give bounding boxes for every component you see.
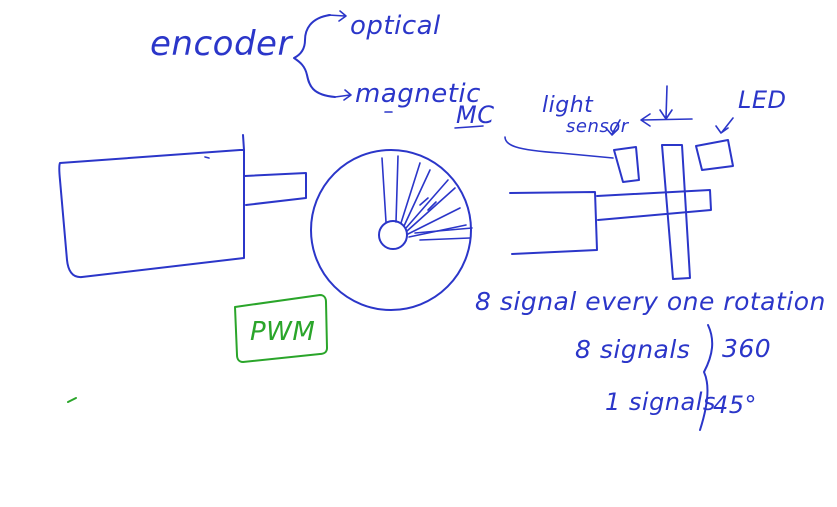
forty-five-label: 45° xyxy=(713,391,757,419)
disk-slot-5 xyxy=(414,227,473,241)
motor-body-edge xyxy=(242,134,245,151)
ratio-divider xyxy=(699,324,714,431)
brace-stroke xyxy=(293,14,336,98)
green-mark xyxy=(67,397,77,403)
one-signal-label: 1 signals xyxy=(605,388,716,416)
mc-label: MC xyxy=(456,101,494,129)
motor-mark xyxy=(204,156,210,159)
led-pointer-arrow-icon xyxy=(715,117,734,134)
arrow-to-optical xyxy=(327,10,347,22)
light-sensor-label-line1: light xyxy=(542,93,594,118)
disk-slot-2 xyxy=(400,162,431,227)
motor-body xyxy=(58,149,245,279)
right-shaft xyxy=(596,189,712,221)
disk-slot-hatch xyxy=(419,197,437,211)
encoder-label: encoder xyxy=(150,24,293,64)
disk-slot-1 xyxy=(381,155,399,223)
disk-hub xyxy=(378,220,408,250)
three-sixty-label: 360 xyxy=(722,334,771,363)
leftward-arrow-icon xyxy=(640,113,693,127)
pwm-label: PWM xyxy=(250,317,315,347)
pwm-box xyxy=(234,294,328,363)
optical-label: optical xyxy=(350,11,441,41)
sensor-pointer-arrow-icon xyxy=(605,119,621,136)
motor-shaft xyxy=(244,172,307,206)
downward-arrow-icon xyxy=(659,85,673,120)
disk-slot-3 xyxy=(405,179,456,232)
arrow-to-magnetic xyxy=(334,89,352,101)
eight-signals-label: 8 signals xyxy=(575,335,690,364)
light-sensor-label-line2: sensor xyxy=(566,116,630,137)
right-shaft-housing xyxy=(509,191,598,255)
magnetic-label: magnetic xyxy=(355,79,481,109)
led-block xyxy=(695,139,734,171)
light-sensor-block xyxy=(613,146,640,183)
signal-every-rotation-label: 8 signal every one rotation xyxy=(475,287,826,316)
mc-wire xyxy=(504,136,614,159)
slotted-plate xyxy=(661,144,691,280)
led-label: LED xyxy=(738,86,787,114)
mc-underline xyxy=(454,125,484,129)
encoder-disk xyxy=(310,149,472,311)
